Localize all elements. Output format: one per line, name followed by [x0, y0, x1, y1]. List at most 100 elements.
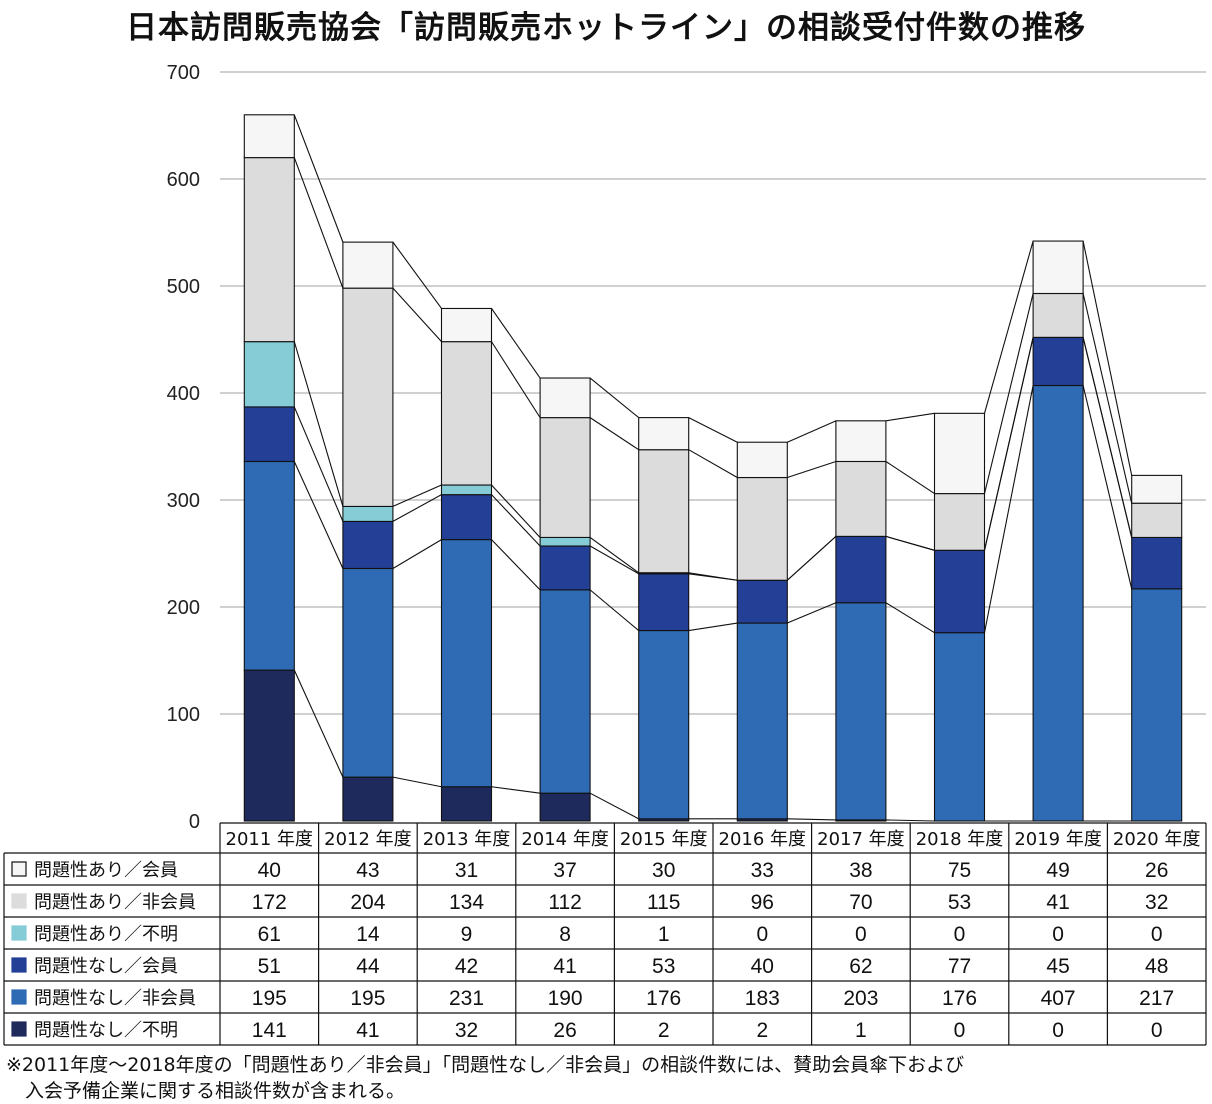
bar-segment — [736, 476, 788, 581]
y-tick-label: 600 — [167, 169, 200, 191]
data-value: 183 — [745, 987, 780, 1010]
bar-segment — [342, 776, 394, 822]
bar-segment — [736, 622, 788, 820]
bar-segment — [539, 792, 591, 822]
connector-line — [885, 412, 935, 422]
connector-line — [885, 819, 935, 822]
category-label: 2011 年度 — [226, 829, 314, 850]
data-value: 45 — [1046, 955, 1069, 978]
connector-line — [589, 792, 639, 820]
connector-line — [392, 484, 442, 507]
data-value: 49 — [1046, 859, 1069, 882]
data-value: 77 — [948, 955, 971, 978]
legend-swatch — [11, 957, 27, 973]
connector-line — [688, 417, 738, 443]
connector-line — [1082, 385, 1133, 589]
y-tick-label: 100 — [167, 704, 200, 726]
series-label: 問題性なし／不明 — [34, 1020, 178, 1041]
bar-segment — [1032, 240, 1084, 295]
connector-line — [589, 545, 639, 575]
connector-line — [491, 341, 541, 418]
connector-line — [983, 385, 1034, 633]
connector-line — [589, 417, 640, 451]
data-value: 61 — [258, 923, 281, 946]
bar-segment — [342, 567, 394, 778]
connector-line — [491, 786, 541, 794]
data-value: 32 — [1145, 891, 1168, 914]
y-tick-label: 200 — [167, 597, 200, 619]
category-label: 2015 年度 — [620, 829, 708, 850]
data-value: 38 — [849, 859, 872, 882]
bar-segment — [342, 505, 394, 522]
data-value: 0 — [855, 923, 867, 946]
data-value: 204 — [350, 891, 385, 914]
data-value: 70 — [849, 891, 872, 914]
bar-segment — [1131, 536, 1183, 590]
bar-segment — [1131, 502, 1183, 538]
bar-segment — [638, 629, 690, 820]
connector-line — [787, 460, 837, 479]
connector-line — [885, 461, 935, 495]
connector-line — [688, 572, 738, 581]
bar-segment — [539, 589, 591, 794]
connector-line — [688, 622, 738, 632]
bar-segment — [440, 307, 493, 343]
legend-swatch — [11, 925, 27, 941]
series-label: 問題性なし／非会員 — [34, 988, 196, 1009]
data-value: 53 — [948, 891, 971, 914]
bar-segment — [440, 341, 493, 486]
category-label: 2020 年度 — [1113, 829, 1201, 850]
bar-segment — [835, 460, 887, 537]
data-value: 43 — [356, 859, 379, 882]
data-value: 231 — [449, 987, 484, 1010]
series-label: 問題性あり／会員 — [34, 860, 178, 881]
data-value: 176 — [646, 987, 681, 1010]
bar-segment — [539, 377, 591, 419]
connector-line — [983, 293, 1034, 494]
bar-segment — [440, 539, 493, 788]
connector-line — [293, 341, 344, 507]
data-value: 26 — [1145, 859, 1168, 882]
data-value: 75 — [948, 859, 971, 882]
data-value: 203 — [843, 987, 878, 1010]
bar-segment — [243, 114, 295, 159]
bar-segment — [638, 449, 690, 574]
data-value: 2 — [658, 1019, 670, 1042]
data-value: 30 — [652, 859, 675, 882]
connector-line — [787, 818, 836, 821]
connector-line — [589, 589, 640, 631]
data-value: 26 — [553, 1019, 576, 1042]
bar-segment — [1032, 384, 1084, 822]
data-value: 0 — [954, 1019, 966, 1042]
y-tick-label: 300 — [167, 490, 200, 512]
connector-line — [688, 449, 738, 479]
data-value: 14 — [356, 923, 380, 946]
data-value: 190 — [548, 987, 583, 1010]
data-value: 51 — [258, 955, 281, 978]
chart-title: 日本訪問販売協会「訪問販売ホットライン」の相談受付件数の推移 — [126, 10, 1086, 46]
y-tick-label: 700 — [167, 62, 200, 84]
bar-segment — [1032, 292, 1084, 338]
data-value: 33 — [751, 859, 774, 882]
data-value: 41 — [1046, 891, 1069, 914]
data-value: 44 — [356, 955, 380, 978]
y-tick-label: 0 — [189, 811, 200, 833]
connector-line — [983, 240, 1034, 414]
category-label: 2014 年度 — [521, 829, 609, 850]
connector-line — [293, 669, 344, 778]
data-value: 8 — [559, 923, 571, 946]
legend-swatch — [11, 861, 27, 877]
data-value: 176 — [942, 987, 977, 1010]
bar-segment — [835, 602, 887, 821]
data-value: 9 — [461, 923, 473, 946]
category-label: 2019 年度 — [1014, 829, 1102, 850]
bar-segment — [638, 417, 690, 451]
data-value: 62 — [849, 955, 872, 978]
bar-segment — [638, 573, 690, 632]
category-label: 2012 年度 — [324, 829, 412, 850]
connector-line — [392, 287, 442, 343]
data-value: 40 — [751, 955, 774, 978]
connector-line — [491, 484, 541, 538]
data-value: 32 — [455, 1019, 478, 1042]
